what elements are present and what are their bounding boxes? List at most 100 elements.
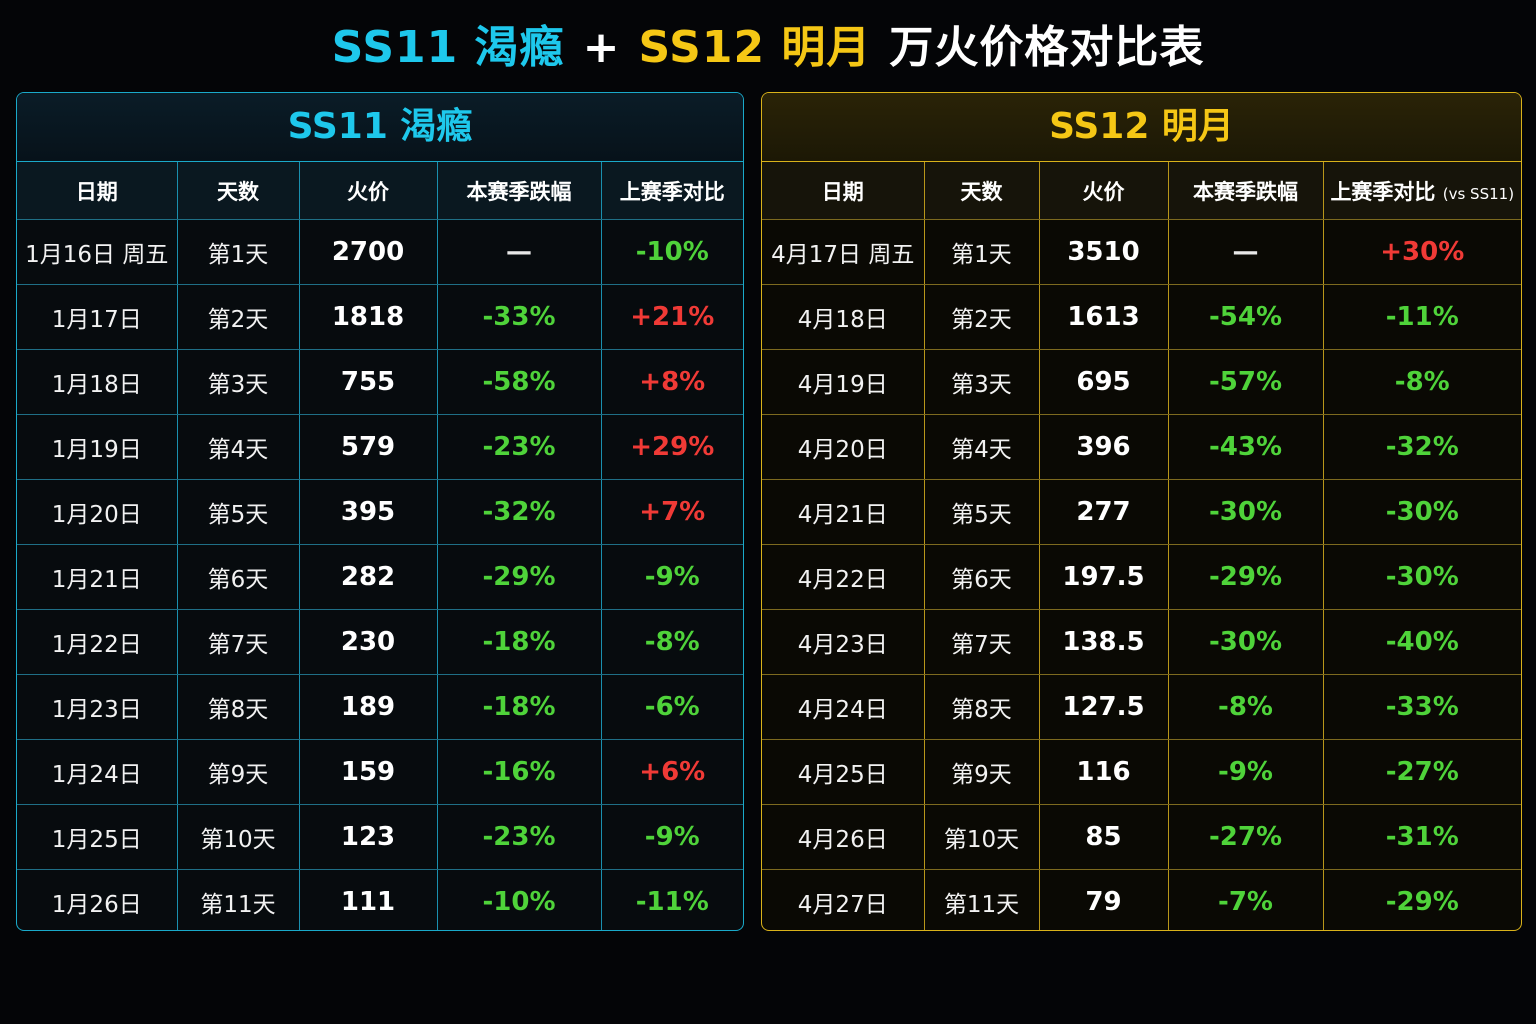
- ss12-table-body: 4月17日 周五 第1天 3510— +30% 4月18日 第2天 1613 -54% -11%…: [762, 219, 1521, 930]
- header-day: 天数: [924, 162, 1040, 220]
- table-row: 1月16日 周五 第1天 2700— -10%: [17, 219, 743, 285]
- table-row: 1月24日 第9天 159 -16% +6%: [17, 739, 743, 805]
- ss11-table: 日期 天数 火价 本赛季跌幅 上赛季对比 1月16日 周五 第1天 2700— -10…: [17, 162, 743, 930]
- date-cell: 1月17日: [17, 284, 178, 350]
- table-row: 1月20日 第5天 395 -32% +7%: [17, 479, 743, 545]
- day-cell: 第5天: [924, 479, 1040, 545]
- header-compare: 上赛季对比: [601, 162, 743, 220]
- table-row: 4月26日 第10天 85 -27% -31%: [762, 804, 1521, 870]
- ss11-panel: SS11 渴瘾 日期 天数 火价 本赛季跌幅 上赛季对比 1月16日 周五 第1天…: [16, 92, 744, 931]
- price-cell: 1818: [299, 284, 438, 350]
- title-plus: +: [582, 22, 621, 73]
- date-cell: 1月21日: [17, 544, 178, 610]
- table-row: 1月25日 第10天 123 -23% -9%: [17, 804, 743, 870]
- price-cell: 127.5: [1039, 674, 1169, 740]
- compare-cell: -11%: [635, 887, 709, 917]
- day-cell: 第8天: [177, 674, 300, 740]
- price-cell: 282: [299, 544, 438, 610]
- header-price: 火价: [299, 162, 438, 220]
- price-cell: 159: [299, 739, 438, 805]
- compare-cell: -8%: [601, 609, 743, 675]
- table-row: 1月18日 第3天 755 -58% +8%: [17, 349, 743, 415]
- table-row: 1月17日 第2天 1818 -33% +21%: [17, 284, 743, 350]
- compare-cell: -10%: [601, 219, 743, 285]
- compare-cell: -8%: [1323, 349, 1521, 415]
- price-cell: 123: [299, 804, 438, 870]
- day-cell: 第3天: [177, 349, 300, 415]
- day-cell: 第2天: [924, 284, 1040, 350]
- day-cell: 第3天: [924, 349, 1040, 415]
- day-cell: 第4天: [177, 414, 300, 480]
- day-cell: 第7天: [177, 609, 300, 675]
- title-ss11: SS11 渴瘾: [331, 22, 565, 73]
- compare-cell: -6%: [601, 674, 743, 740]
- compare-cell: -32%: [1323, 414, 1521, 480]
- drop-cell: -18%: [437, 609, 602, 675]
- header-drop: 本赛季跌幅: [437, 162, 602, 220]
- drop-cell: -54%: [1168, 284, 1324, 350]
- ss12-table: 日期 天数 火价 本赛季跌幅 上赛季对比 (vs SS11) 4月17日 周五第…: [762, 162, 1521, 930]
- price-cell: 138.5: [1039, 609, 1169, 675]
- compare-cell: -33%: [1323, 674, 1521, 740]
- compare-cell: -11%: [1323, 284, 1521, 350]
- drop-cell: —: [1168, 219, 1324, 285]
- header-date: 日期: [762, 162, 925, 220]
- table-row: 4月21日 第5天 277 -30% -30%: [762, 479, 1521, 545]
- compare-cell: -29%: [1385, 887, 1459, 917]
- table-row: 1月23日 第8天 189 -18% -6%: [17, 674, 743, 740]
- table-row: 4月22日 第6天 197.5 -29% -30%: [762, 544, 1521, 610]
- table-row: 4月20日 第4天 396 -43% -32%: [762, 414, 1521, 480]
- table-row: 1月21日 第6天 282 -29% -9%: [17, 544, 743, 610]
- table-row: 4月25日 第9天 116 -9% -27%: [762, 739, 1521, 805]
- date-cell: 4月18日: [762, 284, 925, 350]
- drop-cell: -29%: [437, 544, 602, 610]
- compare-cell: +8%: [601, 349, 743, 415]
- table-row: 4月27日 第11天 79 -7% -29%: [762, 869, 1521, 930]
- day-cell: 第4天: [924, 414, 1040, 480]
- drop-cell: -30%: [1168, 609, 1324, 675]
- drop-cell: -32%: [437, 479, 602, 545]
- table-row: 4月23日 第7天 138.5 -30% -40%: [762, 609, 1521, 675]
- date-cell: 4月20日: [762, 414, 925, 480]
- header-price: 火价: [1039, 162, 1169, 220]
- ss12-header-row: 日期 天数 火价 本赛季跌幅 上赛季对比 (vs SS11): [762, 162, 1521, 220]
- day-cell: 第6天: [177, 544, 300, 610]
- table-row: 4月24日 第8天 127.5 -8% -33%: [762, 674, 1521, 740]
- date-cell: 1月16日 周五: [17, 219, 178, 285]
- page-title: SS11 渴瘾 + SS12 明月 万火价格对比表: [0, 14, 1536, 82]
- date-cell: 1月22日: [17, 609, 178, 675]
- compare-cell: -40%: [1323, 609, 1521, 675]
- table-row: 1月19日 第4天 579 -23% +29%: [17, 414, 743, 480]
- drop-cell: -18%: [437, 674, 602, 740]
- compare-cell: -9%: [601, 804, 743, 870]
- price-cell: 755: [299, 349, 438, 415]
- drop-cell: -16%: [437, 739, 602, 805]
- price-cell: 2700: [299, 219, 438, 285]
- date-cell: 1月19日: [17, 414, 178, 480]
- drop-cell: -30%: [1168, 479, 1324, 545]
- day-cell: 第6天: [924, 544, 1040, 610]
- price-cell: 111: [299, 869, 438, 930]
- price-cell: 79: [1039, 869, 1169, 930]
- date-cell: 1月25日: [17, 804, 178, 870]
- compare-cell: -31%: [1323, 804, 1521, 870]
- drop-cell: -23%: [437, 804, 602, 870]
- drop-cell: -27%: [1168, 804, 1324, 870]
- compare-cell: -30%: [1323, 479, 1521, 545]
- compare-cell: +7%: [601, 479, 743, 545]
- drop-cell: -43%: [1168, 414, 1324, 480]
- drop-cell: -57%: [1168, 349, 1324, 415]
- date-cell: 4月27日: [762, 869, 925, 930]
- drop-cell: -29%: [1168, 544, 1324, 610]
- day-cell: 第1天: [924, 219, 1040, 285]
- day-cell: 第1天: [177, 219, 300, 285]
- table-row: 4月18日 第2天 1613 -54% -11%: [762, 284, 1521, 350]
- drop-cell: -9%: [1168, 739, 1324, 805]
- price-cell: 3510: [1039, 219, 1169, 285]
- day-cell: 第2天: [177, 284, 300, 350]
- drop-cell: -58%: [437, 349, 602, 415]
- header-compare-label: 上赛季对比: [1330, 179, 1436, 204]
- title-ss12: SS12 明月: [638, 22, 872, 73]
- day-cell: 第11天: [924, 869, 1040, 930]
- drop-cell: -7%: [1168, 869, 1324, 930]
